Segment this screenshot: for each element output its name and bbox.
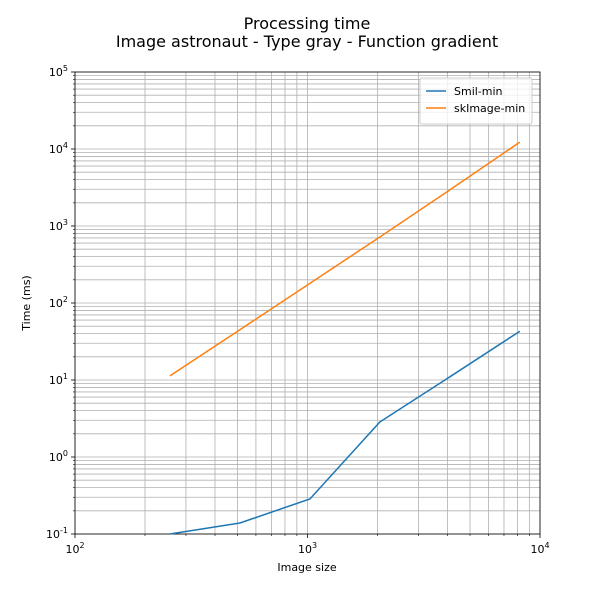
series-line (169, 141, 521, 377)
plot-frame (74, 71, 541, 535)
y-tick-label: 10-1 (46, 526, 68, 541)
y-tick-label: 102 (49, 295, 68, 310)
x-tick-label: 104 (530, 541, 549, 556)
y-axis-label: Time (ms) (20, 275, 33, 331)
y-tick-label: 101 (49, 372, 68, 387)
y-tick-label: 105 (49, 64, 68, 79)
chart-subtitle: Image astronaut - Type gray - Function g… (116, 32, 498, 51)
legend-label: skImage-min (454, 102, 525, 115)
chart-title: Processing time (244, 14, 371, 33)
y-tick-label: 100 (49, 449, 68, 464)
legend-box (419, 77, 533, 125)
x-tick-label: 102 (65, 541, 84, 556)
y-tick-label: 103 (49, 218, 68, 233)
x-tick-label: 103 (298, 541, 317, 556)
x-axis-label: Image size (277, 561, 337, 574)
series-line (169, 330, 521, 535)
y-tick-label: 104 (49, 141, 68, 156)
legend-label: Smil-min (454, 85, 503, 98)
